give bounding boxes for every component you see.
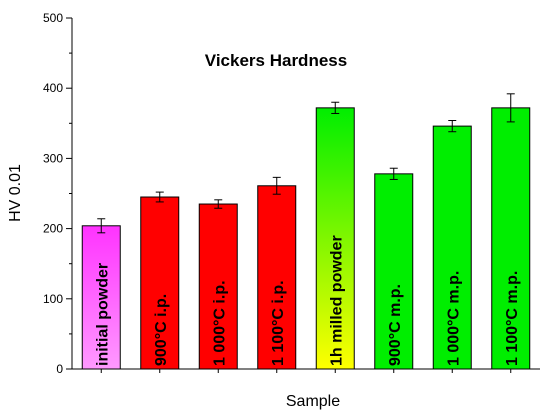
bar-label-3: 1 100°C i.p. (270, 280, 287, 366)
x-axis-title: Sample (286, 393, 340, 410)
bar-label-6: 1 000°C m.p. (445, 271, 462, 366)
error-bar-2 (214, 199, 223, 209)
y-ticks-layer: 0 100 200 300 400 500 (43, 11, 512, 376)
y-tick-label-4: 400 (43, 81, 63, 95)
y-tick-label-0: 0 (56, 362, 63, 376)
bar-label-4: 1h milled powder (328, 235, 345, 366)
bar-5 (374, 173, 414, 370)
bar-1 (140, 196, 180, 370)
bar-7 (491, 107, 531, 370)
error-bar-7 (506, 93, 515, 123)
error-bar-3 (272, 176, 281, 195)
bar-label-7: 1 100°C m.p. (504, 271, 521, 366)
error-bar-1 (155, 191, 164, 203)
error-bars-layer (97, 93, 515, 234)
bar-0 (81, 225, 121, 370)
error-bar-0 (97, 218, 106, 234)
error-bar-5 (389, 167, 398, 180)
bar-label-0: initial powder (94, 263, 111, 366)
y-tick-label-2: 200 (43, 222, 63, 236)
y-tick-label-3: 300 (43, 151, 63, 165)
bar-label-5: 900°C m.p. (387, 284, 404, 366)
bar-label-2: 1 000°C i.p. (211, 280, 228, 366)
bar-3 (257, 185, 297, 370)
y-axis-title: HV 0.01 (7, 164, 24, 222)
y-tick-label-5: 500 (43, 11, 63, 25)
bar-labels-layer: initial powder 900°C i.p. 1 000°C i.p. 1 10… (94, 235, 521, 366)
error-bar-4 (331, 101, 340, 114)
bar-label-1: 900°C i.p. (153, 294, 170, 366)
chart-title: Vickers Hardness (205, 51, 347, 70)
error-bar-6 (448, 119, 457, 133)
bars-layer (81, 107, 531, 370)
y-tick-label-1: 100 (43, 292, 63, 306)
